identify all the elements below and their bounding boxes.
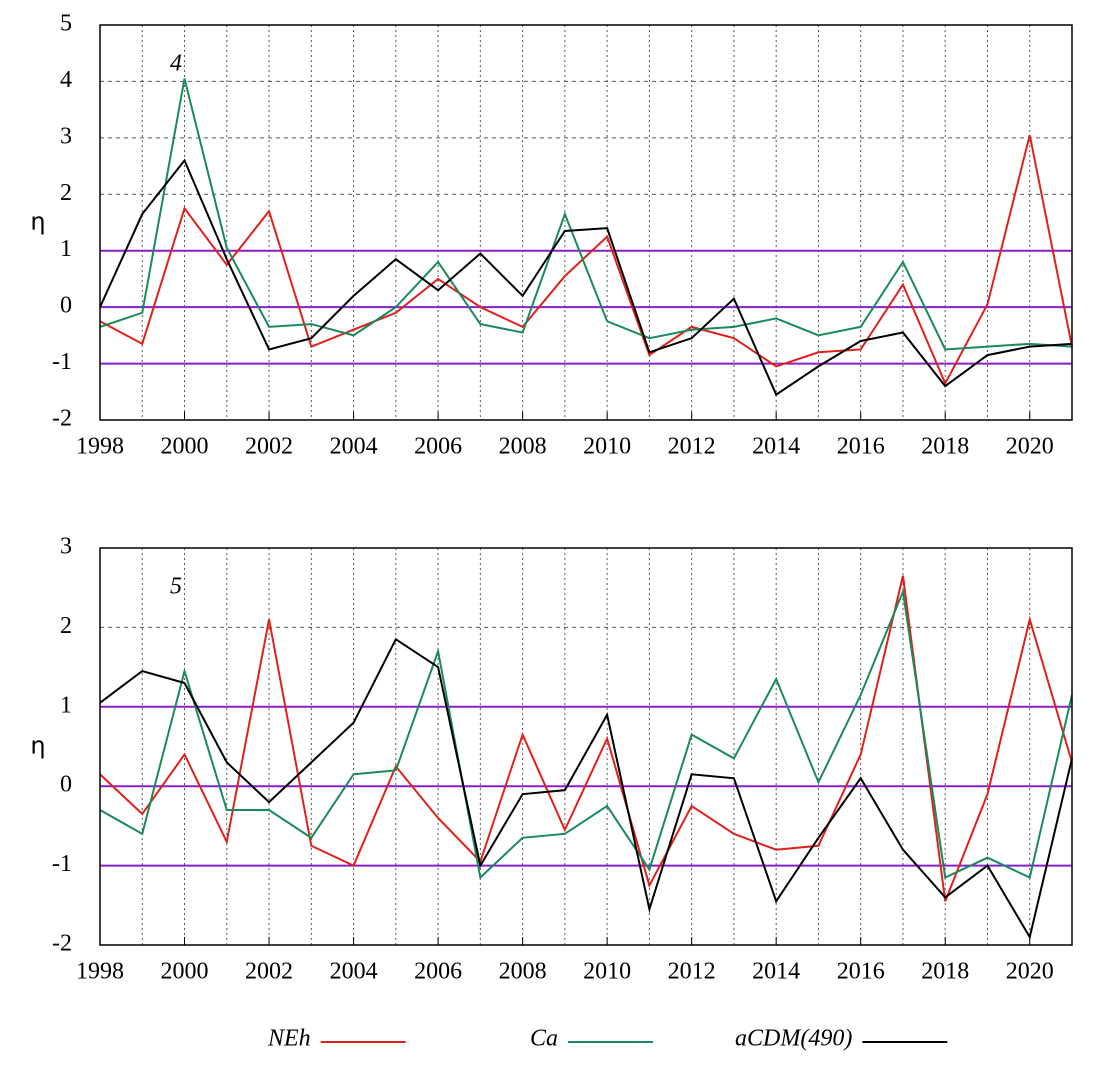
x-tick-label: 2000 [161, 959, 209, 985]
x-tick-label: 2002 [245, 959, 293, 985]
x-tick-label: 1998 [76, 434, 124, 460]
y-tick-label: -2 [52, 931, 72, 957]
x-tick-label: 2000 [161, 434, 209, 460]
series-line [99, 158, 1073, 397]
legend-label: Ca [530, 1026, 558, 1052]
y-tick-label: 5 [60, 11, 72, 37]
y-tick-label: -2 [52, 406, 72, 432]
x-tick-label: 2010 [583, 434, 631, 460]
x-tick-label: 2002 [245, 434, 293, 460]
x-tick-label: 2020 [1006, 434, 1054, 460]
x-tick-label: 2008 [499, 434, 547, 460]
y-tick-label: 3 [60, 534, 72, 560]
x-tick-label: 1998 [76, 959, 124, 985]
legend-label: aCDM(490) [735, 1026, 852, 1052]
y-tick-label: 1 [60, 236, 72, 262]
y-tick-label: 4 [60, 67, 72, 93]
panel-label: 4 [170, 51, 182, 77]
y-tick-label: 1 [60, 692, 72, 718]
x-tick-label: 2004 [330, 959, 378, 985]
series-line [99, 637, 1073, 940]
panel-label: 5 [170, 574, 182, 600]
y-tick-label: 3 [60, 123, 72, 149]
series-line [99, 78, 1073, 351]
y-tick-label: 0 [60, 293, 72, 319]
x-tick-label: 2018 [921, 959, 969, 985]
x-tick-label: 2006 [414, 959, 462, 985]
x-tick-label: 2014 [752, 959, 800, 985]
y-axis-label: η [30, 208, 45, 236]
x-tick-label: 2020 [1006, 959, 1054, 985]
plot-frame [99, 547, 1073, 946]
x-tick-label: 2016 [837, 434, 885, 460]
series-line [99, 587, 1073, 880]
y-axis-label: η [30, 732, 45, 760]
y-tick-label: -1 [52, 851, 72, 877]
x-tick-label: 2008 [499, 959, 547, 985]
x-tick-label: 2004 [330, 434, 378, 460]
x-tick-label: 2018 [921, 434, 969, 460]
series-line [99, 134, 1073, 386]
y-tick-label: 2 [60, 180, 72, 206]
legend-label: NEh [267, 1026, 311, 1052]
x-tick-label: 2010 [583, 959, 631, 985]
x-tick-label: 2006 [414, 434, 462, 460]
x-tick-label: 2012 [668, 434, 716, 460]
series-line [99, 575, 1073, 902]
x-tick-label: 2016 [837, 959, 885, 985]
y-tick-label: 0 [60, 772, 72, 798]
x-tick-label: 2014 [752, 434, 800, 460]
y-tick-label: 2 [60, 613, 72, 639]
plot-frame [99, 24, 1073, 421]
x-tick-label: 2012 [668, 959, 716, 985]
y-tick-label: -1 [52, 349, 72, 375]
